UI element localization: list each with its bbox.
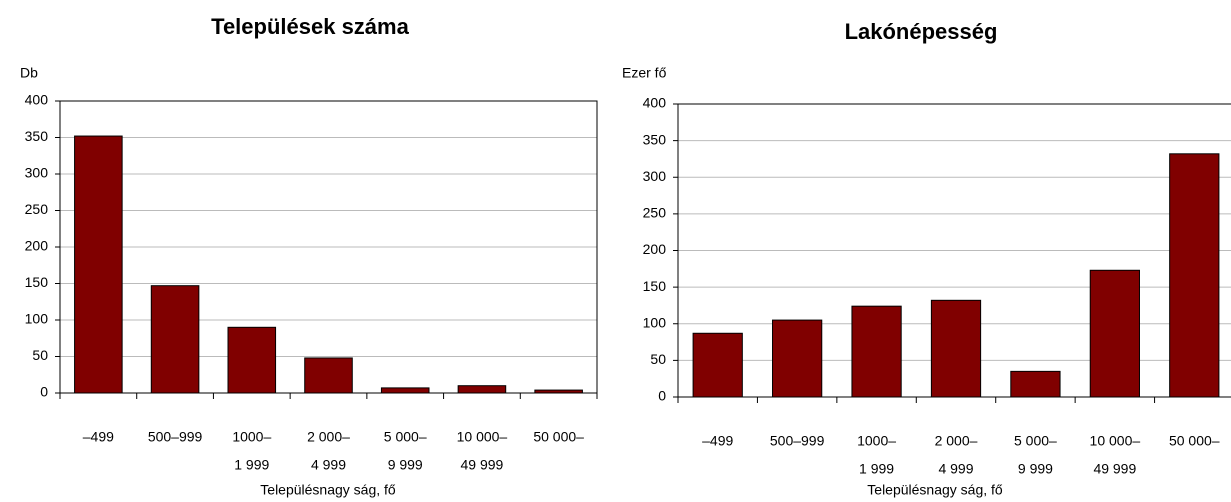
y-tick-label: 150 — [643, 278, 667, 294]
x-tick-label: 1 999 — [859, 461, 894, 477]
y-tick-label: 200 — [25, 238, 49, 254]
x-axis-label: Településnagy ság, fő — [260, 482, 396, 498]
y-tick-label: 300 — [25, 165, 49, 181]
bar — [74, 135, 123, 394]
bar — [1010, 370, 1061, 398]
x-tick-label: 500–999 — [148, 429, 203, 445]
bar — [772, 319, 823, 398]
y-tick-label: 100 — [643, 314, 667, 330]
x-tick-label: 50 000– — [1169, 433, 1220, 449]
x-tick-label: 1 999 — [234, 457, 269, 473]
x-tick-label: 49 999 — [461, 457, 504, 473]
y-tick-label: 250 — [643, 205, 667, 221]
y-tick-label: 50 — [650, 351, 666, 367]
x-tick-label: 9 999 — [1018, 461, 1053, 477]
y-tick-label: 0 — [658, 388, 666, 404]
bar — [457, 385, 507, 394]
y-axis-label: Db — [20, 65, 38, 81]
x-tick-label: 5 000– — [1014, 433, 1057, 449]
bar — [930, 299, 982, 398]
y-tick-label: 350 — [25, 128, 49, 144]
bar — [304, 357, 353, 394]
y-tick-label: 250 — [25, 201, 49, 217]
x-tick-label: 9 999 — [388, 457, 423, 473]
y-tick-label: 200 — [643, 241, 667, 257]
y-axis-label: Ezer fő — [622, 65, 667, 81]
bar — [851, 305, 902, 398]
x-tick-label: 5 000– — [384, 429, 427, 445]
x-tick-label: 500–999 — [770, 433, 825, 449]
x-tick-label: –499 — [83, 429, 114, 445]
bar — [380, 387, 430, 394]
bar — [534, 389, 583, 394]
x-tick-label: 4 999 — [938, 461, 973, 477]
x-tick-label: 50 000– — [533, 429, 584, 445]
y-tick-label: 300 — [643, 168, 667, 184]
x-tick-label: 10 000– — [1090, 433, 1141, 449]
bar — [1089, 269, 1140, 398]
y-tick-label: 400 — [643, 95, 667, 111]
x-tick-label: 2 000– — [935, 433, 978, 449]
y-tick-label: 150 — [25, 274, 49, 290]
y-tick-label: 50 — [32, 347, 48, 363]
x-axis-label: Településnagy ság, fő — [867, 482, 1003, 498]
bar — [227, 326, 277, 394]
x-tick-label: 2 000– — [307, 429, 350, 445]
y-tick-label: 100 — [25, 311, 49, 327]
bar — [692, 332, 743, 398]
chart-title: Települések száma — [211, 14, 409, 39]
x-tick-label: 1000– — [232, 429, 271, 445]
x-tick-label: 1000– — [857, 433, 896, 449]
y-tick-label: 400 — [25, 92, 49, 108]
x-tick-label: –499 — [702, 433, 733, 449]
bar — [150, 285, 200, 394]
chart-title: Lakónépesség — [845, 19, 998, 44]
x-tick-label: 4 999 — [311, 457, 346, 473]
x-tick-label: 10 000– — [457, 429, 508, 445]
x-tick-label: 49 999 — [1093, 461, 1136, 477]
bar — [1169, 153, 1220, 398]
y-tick-label: 350 — [643, 131, 667, 147]
y-tick-label: 0 — [40, 384, 48, 400]
